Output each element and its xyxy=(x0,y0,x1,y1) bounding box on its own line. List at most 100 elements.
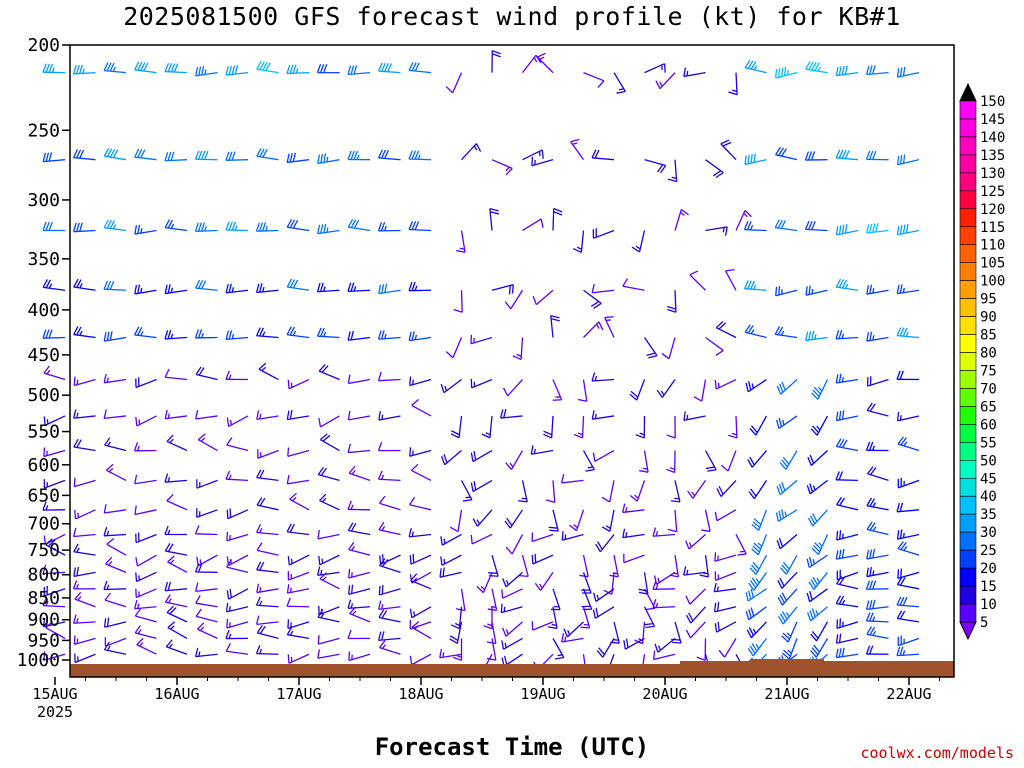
colorbar-label: 145 xyxy=(980,112,1005,128)
barb-shaft xyxy=(104,509,127,514)
wind-barb xyxy=(164,542,188,556)
barb-half-flag xyxy=(48,283,53,289)
barb-flag xyxy=(752,521,761,528)
wind-barb xyxy=(317,635,340,645)
barb-half-flag xyxy=(259,413,262,419)
barb-flag xyxy=(715,321,724,329)
wind-barb xyxy=(409,496,432,511)
barb-shaft xyxy=(256,621,279,626)
barb-flag xyxy=(488,572,498,574)
wind-barb xyxy=(72,222,96,233)
barb-flag xyxy=(866,521,873,530)
barb-flag xyxy=(844,150,850,159)
barb-flag xyxy=(348,568,351,579)
wind-barb xyxy=(317,153,340,165)
barb-shaft xyxy=(42,571,66,575)
wind-barb xyxy=(195,647,218,658)
wind-barb xyxy=(835,595,859,608)
barb-flag xyxy=(348,465,356,474)
wind-barb xyxy=(347,65,371,76)
barb-flag xyxy=(591,410,595,420)
barb-flag xyxy=(899,370,904,380)
barb-flag xyxy=(450,433,460,439)
wind-barb xyxy=(714,571,737,582)
wind-barb xyxy=(643,588,656,611)
barb-flag xyxy=(550,314,560,319)
barb-flag xyxy=(844,65,848,75)
barb-flag xyxy=(540,218,544,228)
barb-half-flag xyxy=(112,224,117,230)
colorbar-label: 55 xyxy=(980,435,997,451)
barb-flag xyxy=(255,644,261,654)
barb-flag xyxy=(814,542,822,550)
wind-barb xyxy=(103,409,127,420)
barb-half-flag xyxy=(444,385,447,392)
barb-half-flag xyxy=(442,652,445,658)
wind-barb xyxy=(747,450,767,468)
barb-flag xyxy=(838,149,844,159)
wind-barb xyxy=(256,561,279,573)
wind-barb xyxy=(470,449,493,463)
barb-half-flag xyxy=(45,621,48,627)
barb-flag xyxy=(75,222,80,232)
colorbar-swatch xyxy=(959,585,977,605)
wind-barb xyxy=(195,608,218,623)
barb-flag xyxy=(262,149,268,158)
barb-flag xyxy=(725,268,735,272)
barb-flag xyxy=(728,91,738,96)
barb-flag xyxy=(409,574,413,584)
colorbar-swatch xyxy=(959,226,977,246)
barb-flag xyxy=(256,561,262,571)
wind-barb xyxy=(866,284,889,295)
wind-barb xyxy=(103,373,127,384)
wind-barb xyxy=(748,571,768,591)
barb-flag xyxy=(900,542,907,550)
colorbar-label: 130 xyxy=(980,166,1005,182)
wind-barb xyxy=(582,450,595,472)
barb-flag xyxy=(73,326,79,335)
barb-shaft xyxy=(552,480,556,503)
barb-flag xyxy=(839,497,846,506)
barb-flag xyxy=(351,584,354,594)
source-credit[interactable]: coolwx.com/models xyxy=(860,744,1014,762)
barb-flag xyxy=(378,411,381,421)
wind-barb xyxy=(713,582,737,593)
barb-flag xyxy=(229,508,232,518)
barb-shaft xyxy=(348,378,371,385)
wind-barb xyxy=(347,150,371,161)
barb-flag xyxy=(164,284,168,294)
barb-half-flag xyxy=(594,375,598,382)
barb-flag xyxy=(750,488,757,497)
barb-half-flag xyxy=(872,570,875,576)
barb-flag xyxy=(289,326,295,336)
barb-flag xyxy=(899,646,904,656)
wind-barb xyxy=(865,645,889,655)
barb-flag xyxy=(622,528,626,538)
barb-shaft xyxy=(689,588,706,605)
barb-flag xyxy=(717,621,720,631)
barb-flag xyxy=(167,219,174,229)
wind-barb xyxy=(317,223,340,235)
barb-flag xyxy=(195,582,199,592)
barb-half-flag xyxy=(136,445,140,451)
barb-flag xyxy=(76,149,82,159)
barb-flag xyxy=(809,454,815,464)
wind-barb xyxy=(532,289,554,306)
barb-flag xyxy=(194,525,200,535)
wind-barb xyxy=(409,606,432,619)
wind-barb xyxy=(134,326,157,339)
wind-barb xyxy=(411,398,432,417)
wind-barb xyxy=(728,72,738,96)
barb-flag xyxy=(42,221,47,231)
colorbar-label: 120 xyxy=(980,202,1005,218)
wind-barb xyxy=(449,509,463,533)
barb-half-flag xyxy=(75,618,79,624)
wind-barb xyxy=(377,222,401,232)
barb-flag xyxy=(414,150,420,160)
barb-half-flag xyxy=(140,330,144,336)
barb-flag xyxy=(316,282,321,292)
barb-half-flag xyxy=(538,151,541,157)
barb-half-flag xyxy=(201,332,204,339)
barb-half-flag xyxy=(459,247,465,250)
barb-shaft xyxy=(727,450,737,472)
